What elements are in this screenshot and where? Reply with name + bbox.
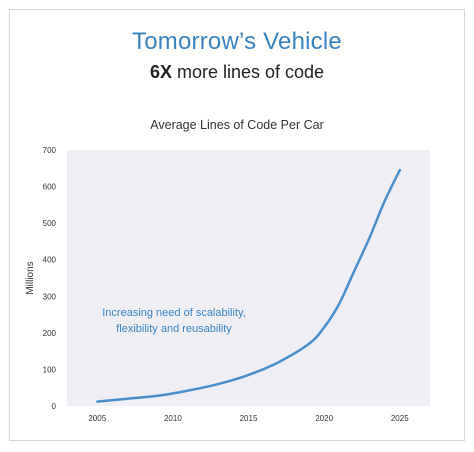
- y-tick-label: 200: [43, 329, 57, 338]
- page-subtitle: 6X more lines of code: [0, 62, 474, 83]
- annotation-line-1: Increasing need of scalability,: [102, 307, 246, 319]
- y-tick-label: 300: [43, 292, 57, 301]
- y-tick-label: 600: [43, 183, 57, 192]
- page-title: Tomorrow’s Vehicle: [132, 28, 342, 55]
- y-axis-ticks: 0 100 200 300 400 500 600 700: [43, 146, 57, 411]
- x-tick-label: 2020: [315, 414, 333, 423]
- x-tick-label: 2015: [240, 414, 258, 423]
- chart-title: Average Lines of Code Per Car: [150, 118, 324, 132]
- x-tick-label: 2025: [391, 414, 409, 423]
- y-axis-label: Millions: [25, 261, 36, 294]
- subtitle-multiplier: 6X: [149, 62, 172, 82]
- x-tick-label: 2005: [88, 414, 106, 423]
- subtitle-text: more lines of code: [171, 62, 325, 82]
- series-line: [96, 168, 402, 403]
- y-tick-label: 500: [43, 219, 57, 228]
- plot-area: [67, 150, 430, 406]
- x-axis-ticks: 2005 2010 2015 2020 2025: [88, 414, 409, 423]
- annotation-line-2: flexibility and reusability: [116, 323, 232, 335]
- y-tick-label: 0: [52, 402, 57, 411]
- y-tick-label: 700: [43, 146, 57, 155]
- y-tick-label: 100: [43, 365, 57, 374]
- x-tick-label: 2010: [164, 414, 182, 423]
- y-tick-label: 400: [43, 256, 57, 265]
